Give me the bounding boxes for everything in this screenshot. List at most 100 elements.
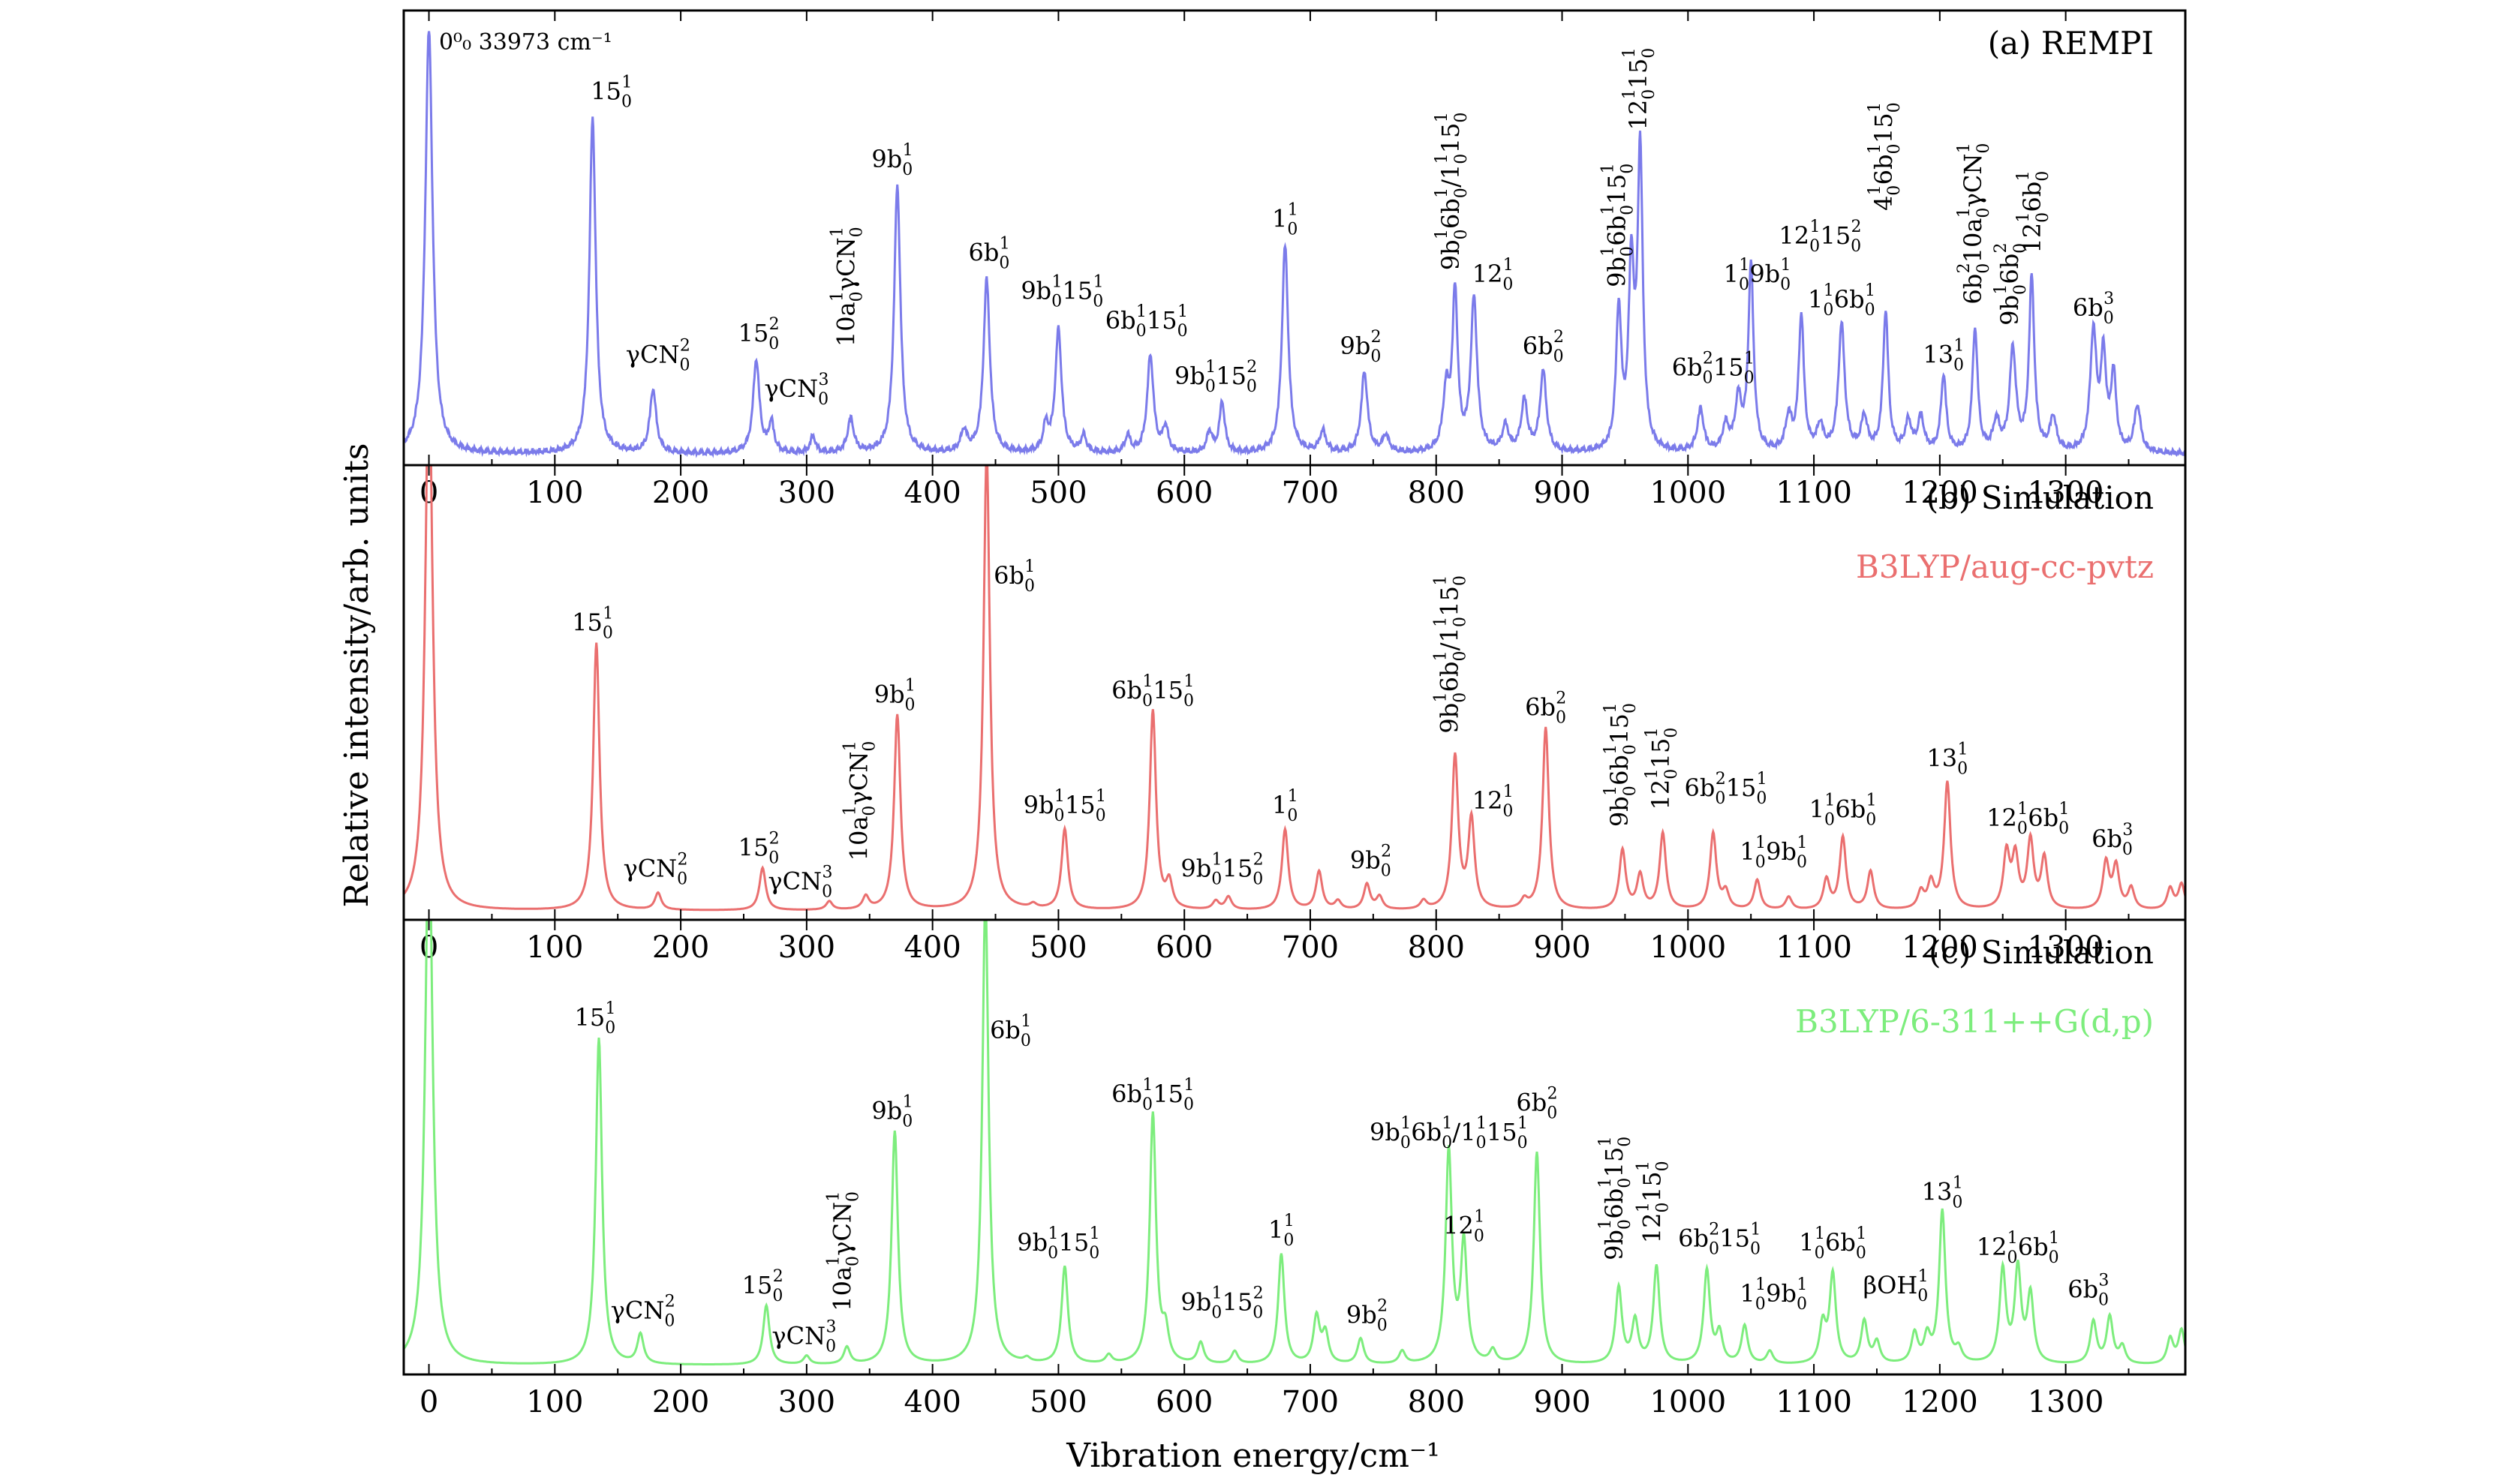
- spectrum-line-b: [404, 465, 2185, 912]
- x-axis-label: Vibration energy/cm⁻¹: [1066, 1437, 1440, 1475]
- peak-label-c: 6b02: [1516, 1084, 1557, 1122]
- peak-label-c: γCN02: [611, 1293, 675, 1331]
- peak-label-b: 9b016b01/1011501: [1431, 575, 1469, 734]
- x-tick-label-a: 800: [1408, 476, 1465, 510]
- peak-label-c: 1201: [1443, 1208, 1484, 1246]
- x-tick-label-c: 1300: [2028, 1385, 2104, 1419]
- peak-label-a: 6b01: [969, 235, 1010, 273]
- peak-label-c: 9b02: [1346, 1296, 1388, 1335]
- panel-frame-c: [402, 918, 2187, 1376]
- panel-c: 0 100 200 300 400 500 600 700 800 900 1000 1100 1200…: [402, 918, 2187, 1419]
- x-tick-label-c: 700: [1282, 1385, 1339, 1419]
- x-tick-label-c: 0: [420, 1385, 438, 1419]
- x-tick-label-c: 1000: [1649, 1385, 1726, 1419]
- peak-label-c: 9b011501: [1017, 1224, 1099, 1263]
- panel-subtitle-c: B3LYP/6-311++G(d,p): [1795, 1003, 2154, 1040]
- peak-label-c: 1501: [574, 999, 615, 1038]
- panel-frame-b: [402, 464, 2187, 921]
- peak-label-c: 10a01γCN01: [825, 1191, 863, 1311]
- peak-label-b: 1019b01: [1740, 834, 1807, 872]
- peak-label-a: 12011502: [1779, 218, 1861, 256]
- peak-label-a: 1019b01: [1724, 256, 1791, 294]
- peak-label-c: 1502: [742, 1267, 783, 1305]
- x-tick-label-c: 1100: [1776, 1385, 1852, 1419]
- peak-label-b: 1016b01: [1809, 791, 1877, 829]
- x-tick-label-b: 1300: [2028, 930, 2104, 965]
- x-tick-label-b: 0: [420, 930, 438, 965]
- peak-label-b: 12011501: [1643, 727, 1681, 810]
- peak-label-b: 6b03: [2091, 821, 2133, 859]
- x-tick-label-c: 500: [1030, 1385, 1087, 1419]
- x-tick-label-b: 900: [1533, 930, 1590, 965]
- peak-label-a: 101: [1272, 200, 1298, 239]
- origin-label: 0⁰₀ 33973 cm⁻¹: [439, 29, 612, 56]
- x-tick-label-c: 1200: [1902, 1385, 1978, 1419]
- x-tick-label-b: 200: [652, 930, 709, 965]
- x-tick-label-b: 500: [1030, 930, 1087, 965]
- peak-label-a: 6b021501: [1672, 349, 1755, 387]
- peak-label-a: 6b011501: [1105, 302, 1188, 341]
- peak-label-a: 10a01γCN01: [828, 227, 867, 347]
- x-tick-label-a: 1000: [1649, 476, 1726, 510]
- x-tick-label-c: 600: [1156, 1385, 1213, 1419]
- peak-label-b: 1502: [738, 829, 780, 867]
- peak-label-b: 101: [1272, 787, 1298, 825]
- peak-label-c: 9b016b01/1011501: [1370, 1114, 1528, 1152]
- x-tick-label-c: 200: [652, 1385, 709, 1419]
- panel-a: 0 100 200 300 400 500 600 700 800 900 1000 1100 1200…: [402, 9, 2187, 510]
- panel-b: 0 100 200 300 400 500 600 700 800 900 1000 1100 1200…: [402, 464, 2187, 965]
- y-axis-label: Relative intensity/arb. units: [338, 443, 376, 907]
- x-tick-label-b: 300: [778, 930, 835, 965]
- peak-label-a: 6b03: [2073, 290, 2114, 328]
- peak-label-a: 12011501: [1620, 47, 1658, 130]
- panel-title-a: (a) REMPI: [1988, 25, 2154, 62]
- peak-label-a: 1501: [591, 74, 632, 112]
- peak-label-b: 6b01: [994, 557, 1035, 596]
- peak-label-c: 6b01: [990, 1012, 1031, 1050]
- x-tick-label-a: 0: [420, 476, 438, 510]
- peak-label-c: 9b011502: [1180, 1284, 1263, 1322]
- peak-label-b: 1301: [1926, 740, 1968, 779]
- x-tick-label-c: 800: [1408, 1385, 1465, 1419]
- peak-label-c: 9b016b011501: [1596, 1136, 1634, 1260]
- x-tick-label-a: 200: [652, 476, 709, 510]
- peak-label-b: 9b01: [874, 677, 916, 715]
- x-tick-label-b: 400: [904, 930, 961, 965]
- peak-label-c: 9b01: [871, 1093, 913, 1131]
- peak-label-b: 9b011501: [1024, 787, 1106, 825]
- x-tick-label-b: 700: [1282, 930, 1339, 965]
- peak-label-c: 6b021501: [1678, 1221, 1761, 1259]
- panels-group: 0 100 200 300 400 500 600 700 800 900 1000 1100 1200…: [402, 9, 2187, 1419]
- x-tick-label-a: 700: [1282, 476, 1339, 510]
- peak-label-c: 12011501: [1634, 1161, 1672, 1243]
- spectrum-line-c: [404, 920, 2185, 1365]
- x-tick-label-a: 900: [1533, 476, 1590, 510]
- peak-label-c: 12016b01: [1977, 1229, 2059, 1267]
- peak-label-a: 6b02: [1523, 328, 1564, 366]
- peak-label-a: 9b011502: [1174, 358, 1257, 396]
- x-tick-label-b: 1000: [1649, 930, 1726, 965]
- peak-label-a: 9b011501: [1021, 273, 1103, 311]
- peak-label-b: 1201: [1472, 783, 1514, 821]
- peak-label-b: 6b011501: [1111, 672, 1194, 710]
- peak-label-b: γCN03: [768, 864, 833, 902]
- x-tick-label-b: 1200: [1902, 930, 1978, 965]
- x-tick-label-a: 300: [778, 476, 835, 510]
- x-tick-label-a: 1300: [2028, 476, 2104, 510]
- panel-title-b: (b) Simulation: [1926, 479, 2154, 516]
- x-tick-label-a: 1100: [1776, 476, 1852, 510]
- peak-label-a: 1502: [738, 315, 780, 353]
- peak-label-a: 9b016b011501: [1598, 163, 1637, 287]
- peak-label-b: 12016b01: [1986, 800, 2069, 838]
- peak-label-c: 1301: [1922, 1173, 1963, 1212]
- peak-label-a: 9b01: [871, 141, 913, 179]
- peak-label-a: 1301: [1923, 336, 1964, 374]
- peak-label-b: 1501: [572, 604, 613, 642]
- peak-label-a: 9b02: [1340, 328, 1381, 366]
- panel-title-c: (c) Simulation: [1929, 934, 2154, 971]
- x-tick-label-c: 100: [526, 1385, 583, 1419]
- peak-label-c: 6b011501: [1111, 1076, 1194, 1114]
- x-tick-label-c: 300: [778, 1385, 835, 1419]
- peak-label-c: 1016b01: [1799, 1224, 1866, 1263]
- panel-subtitle-b: B3LYP/aug-cc-pvtz: [1856, 548, 2154, 585]
